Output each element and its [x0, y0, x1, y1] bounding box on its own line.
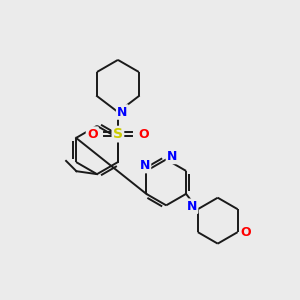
Text: O: O [138, 128, 149, 141]
Text: N: N [117, 106, 128, 118]
Text: O: O [241, 226, 251, 239]
Text: N: N [167, 150, 177, 163]
Text: O: O [87, 128, 98, 141]
Text: N: N [187, 200, 197, 213]
Text: S: S [113, 127, 123, 141]
Text: N: N [140, 159, 150, 172]
